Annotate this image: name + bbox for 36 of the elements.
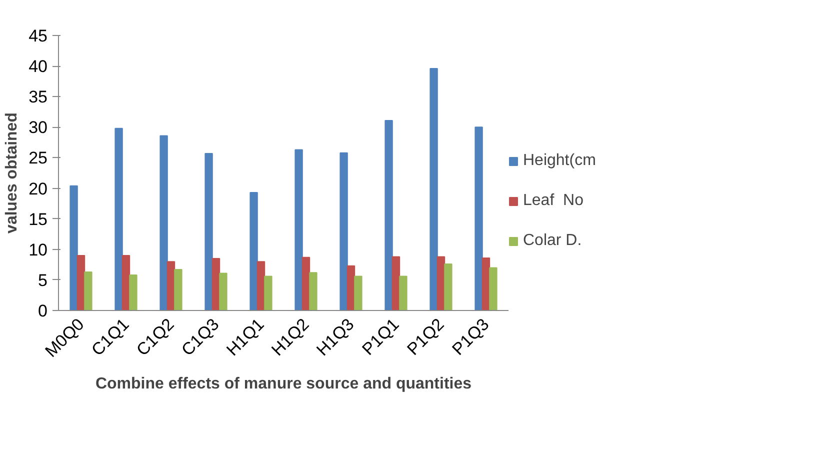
legend-label: Leaf No	[523, 192, 584, 210]
bar	[474, 126, 483, 310]
y-tick-label: 20	[28, 179, 48, 198]
bar	[384, 120, 393, 310]
bar	[160, 135, 168, 310]
bar	[309, 272, 318, 310]
y-tick-label: 30	[28, 118, 48, 138]
legend-label: Height(cm	[523, 152, 596, 170]
y-axis-title: values obtained	[4, 112, 21, 234]
y-tick-label: 25	[28, 148, 48, 168]
bar	[430, 68, 438, 310]
y-tick-label: 40	[28, 57, 48, 76]
bar	[340, 152, 348, 310]
y-tick-label: 45	[28, 26, 48, 46]
bar	[489, 267, 498, 310]
bar	[294, 149, 303, 310]
bar	[264, 276, 272, 310]
bar	[70, 185, 78, 310]
bar	[129, 274, 138, 310]
y-tick-label: 15	[28, 210, 48, 229]
bar	[399, 276, 408, 310]
bar	[250, 192, 258, 310]
y-tick-label: 10	[28, 240, 48, 260]
legend-label: Colar D.	[523, 232, 582, 250]
bar	[84, 272, 92, 310]
y-tick-label: 35	[28, 88, 48, 107]
x-axis-title: Combine effects of manure source and quantities	[95, 376, 472, 393]
bar	[354, 276, 362, 310]
bar	[392, 256, 400, 310]
y-tick-label: 5	[38, 270, 48, 290]
bar	[444, 264, 452, 310]
bar	[219, 272, 228, 310]
bar	[174, 269, 182, 310]
bar	[114, 128, 123, 310]
bar	[204, 152, 213, 310]
y-tick-label: 0	[38, 302, 48, 320]
